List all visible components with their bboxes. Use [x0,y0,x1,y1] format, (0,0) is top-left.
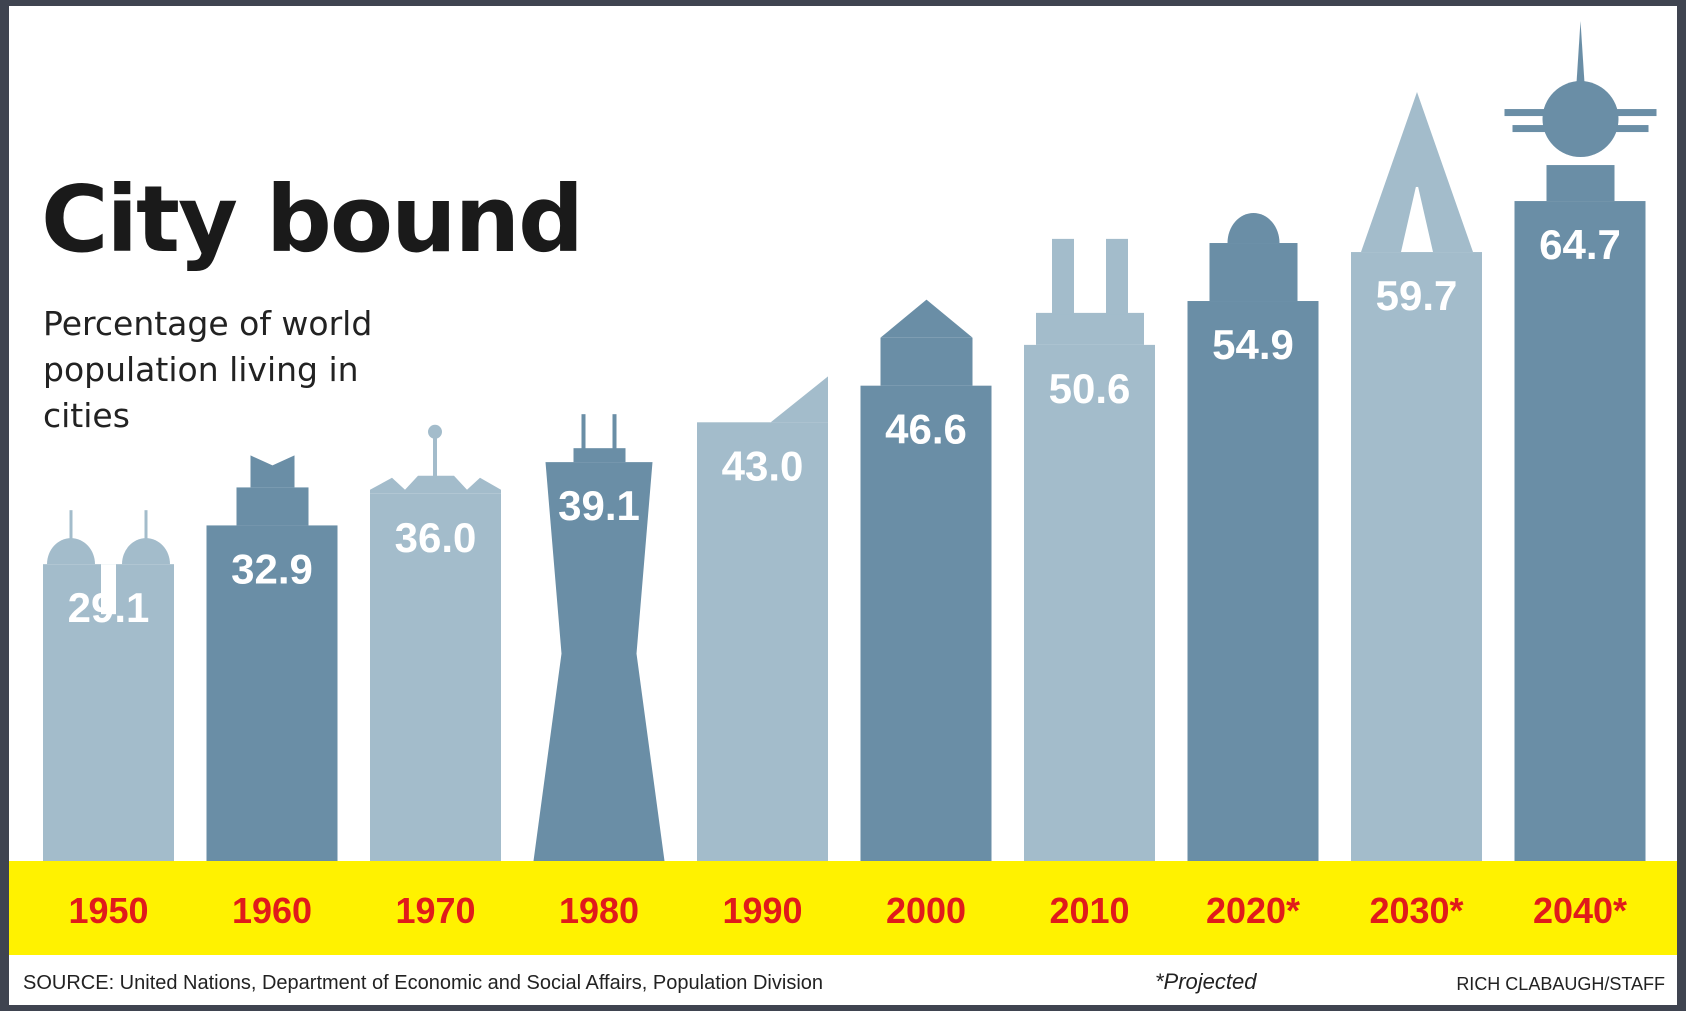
year-label: 2030* [1369,890,1463,931]
bar-building [43,510,174,861]
year-label: 1950 [68,890,148,931]
value-label: 36.0 [395,514,477,561]
value-label: 39.1 [558,482,640,529]
value-label: 59.7 [1376,272,1458,319]
bar-building [533,414,665,861]
bar-building [1504,21,1657,861]
bar-building [1024,238,1155,861]
value-label: 29.1 [68,584,150,631]
year-label: 1980 [559,890,639,931]
chart-title: City bound [41,166,584,273]
bar-building [697,376,828,861]
bar-building [206,455,338,861]
value-label: 50.6 [1049,365,1131,412]
year-band [9,861,1677,955]
value-label: 32.9 [231,545,313,592]
year-label: 2020* [1206,890,1300,931]
value-label: 64.7 [1539,221,1621,268]
bar-building [1187,213,1319,861]
value-label: 43.0 [722,442,804,489]
year-label: 2010 [1049,890,1129,931]
value-label: 54.9 [1212,321,1294,368]
credit-line: RICH CLABAUGH/STAFF [1456,974,1665,994]
infographic-panel: 29.1 32.9 36.0 39.1 43.0 46.6 50.6 54.9 59.7 64.7… [9,6,1677,1005]
year-label: 1990 [722,890,802,931]
source-note: SOURCE: United Nations, Department of Ec… [23,972,824,994]
year-label: 2040* [1533,890,1627,931]
bar-building [1351,92,1482,861]
bar-building [860,299,992,861]
chart-subtitle: Percentage of world population living in… [43,304,373,435]
bar-building [370,424,501,861]
year-label: 1960 [232,890,312,931]
year-label: 2000 [886,890,966,931]
projected-note: *Projected [1155,969,1257,994]
value-label: 46.6 [885,406,967,453]
chart-svg: 29.1 32.9 36.0 39.1 43.0 46.6 50.6 54.9 59.7 64.7… [9,21,1677,955]
year-label: 1970 [395,890,475,931]
bars-group [43,21,1657,861]
value-labels-group: 29.1 32.9 36.0 39.1 43.0 46.6 50.6 54.9 59.7 64.7 [68,221,1621,631]
year-labels-group: 1950 1960 1970 1980 1990 2000 2010 2020* 2030* 20… [68,890,1627,931]
